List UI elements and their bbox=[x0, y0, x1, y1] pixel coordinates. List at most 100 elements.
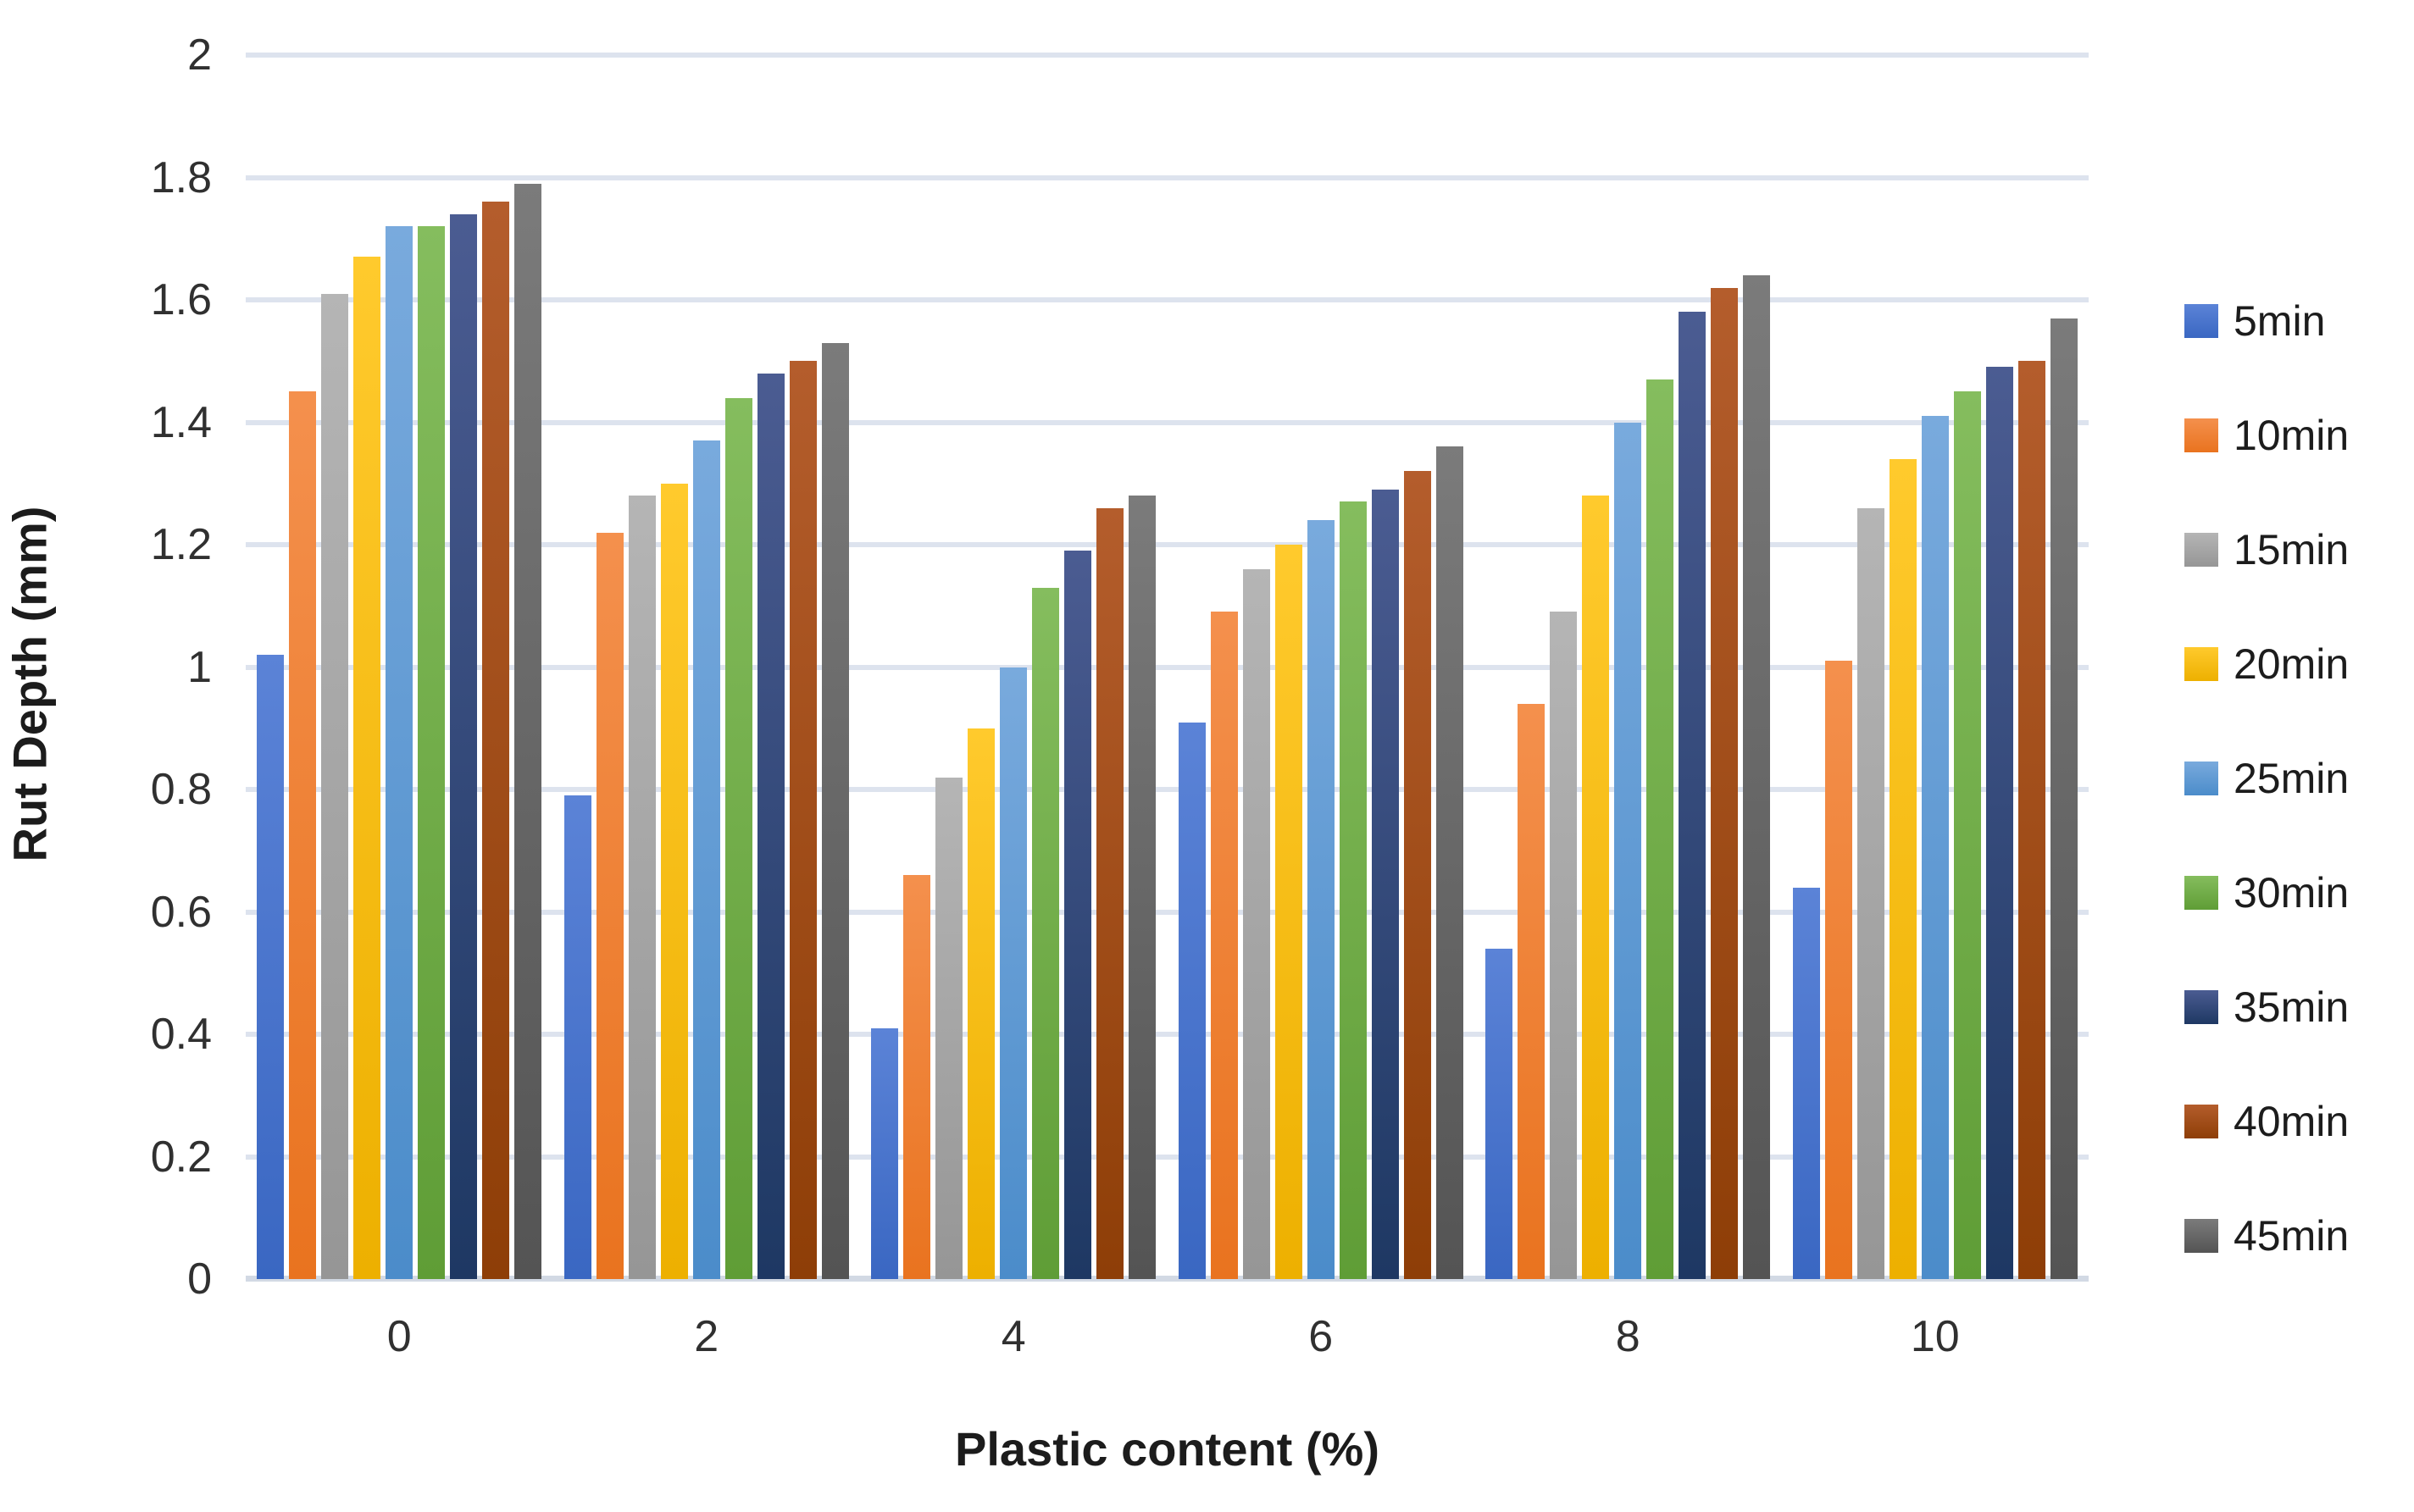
x-tick-label-10: 10 bbox=[1910, 1312, 1960, 1361]
bar-10min-at-6 bbox=[1210, 612, 1238, 1279]
legend-swatch-icon bbox=[2184, 990, 2218, 1024]
gridline bbox=[246, 174, 2089, 180]
bar-5min-at-6 bbox=[1178, 722, 1206, 1279]
legend-item-40min: 40min bbox=[2184, 1100, 2349, 1143]
legend-label: 35min bbox=[2234, 983, 2350, 1031]
gridline bbox=[246, 1032, 2089, 1037]
bar-25min-at-2 bbox=[692, 440, 720, 1279]
x-tick-label-2: 2 bbox=[694, 1312, 719, 1361]
y-tick-label-1.2: 1.2 bbox=[150, 520, 212, 569]
legend-swatch-icon bbox=[2184, 1219, 2218, 1253]
bar-group-4 bbox=[871, 496, 1157, 1279]
legend-swatch-icon bbox=[2184, 647, 2218, 681]
bar-5min-at-2 bbox=[563, 795, 591, 1279]
legend-label: 15min bbox=[2234, 526, 2350, 573]
bar-35min-at-2 bbox=[757, 373, 785, 1279]
legend-label: 30min bbox=[2234, 869, 2350, 917]
x-tick-label-6: 6 bbox=[1308, 1312, 1334, 1361]
bar-10min-at-8 bbox=[1518, 703, 1546, 1279]
bar-15min-at-4 bbox=[935, 777, 963, 1279]
bar-20min-at-8 bbox=[1582, 496, 1610, 1279]
bar-20min-at-6 bbox=[1274, 545, 1302, 1279]
bar-20min-at-2 bbox=[660, 483, 688, 1279]
bar-35min-at-0 bbox=[450, 213, 478, 1279]
y-tick-label-0: 0 bbox=[187, 1254, 212, 1304]
bar-40min-at-2 bbox=[789, 361, 817, 1279]
x-tick-label-8: 8 bbox=[1615, 1312, 1640, 1361]
bar-5min-at-4 bbox=[871, 1027, 899, 1279]
legend-label: 40min bbox=[2234, 1098, 2350, 1145]
bar-40min-at-4 bbox=[1096, 507, 1124, 1279]
bar-45min-at-4 bbox=[1129, 496, 1157, 1279]
gridline bbox=[246, 297, 2089, 302]
y-tick-label-0.2: 0.2 bbox=[150, 1132, 212, 1182]
bar-5min-at-8 bbox=[1485, 948, 1513, 1279]
bar-35min-at-8 bbox=[1679, 312, 1706, 1279]
legend-swatch-icon bbox=[2184, 418, 2218, 452]
legend-item-25min: 25min bbox=[2184, 757, 2349, 800]
bar-group-8 bbox=[1485, 275, 1771, 1279]
legend-swatch-icon bbox=[2184, 762, 2218, 795]
gridline bbox=[246, 542, 2089, 547]
bar-30min-at-0 bbox=[418, 226, 446, 1279]
bar-group-0 bbox=[257, 183, 542, 1279]
legend-swatch-icon bbox=[2184, 1105, 2218, 1138]
y-tick-label-1.4: 1.4 bbox=[150, 397, 212, 447]
bar-15min-at-10 bbox=[1856, 507, 1884, 1279]
gridline bbox=[246, 787, 2089, 792]
bar-30min-at-8 bbox=[1646, 379, 1674, 1279]
bar-10min-at-0 bbox=[289, 391, 317, 1279]
bar-30min-at-2 bbox=[724, 397, 752, 1279]
legend-label: 25min bbox=[2234, 755, 2350, 802]
legend-item-20min: 20min bbox=[2184, 640, 2350, 688]
bar-25min-at-6 bbox=[1307, 520, 1335, 1279]
bar-25min-at-0 bbox=[386, 226, 413, 1279]
bar-40min-at-6 bbox=[1403, 471, 1431, 1279]
bar-20min-at-10 bbox=[1889, 458, 1917, 1279]
bar-45min-at-2 bbox=[821, 342, 849, 1279]
y-tick-label-0.8: 0.8 bbox=[150, 765, 212, 814]
bar-40min-at-0 bbox=[482, 202, 510, 1279]
y-tick-label-1: 1 bbox=[187, 642, 212, 692]
y-tick-label-1.6: 1.6 bbox=[150, 275, 212, 324]
bar-25min-at-10 bbox=[1921, 416, 1949, 1279]
gridline bbox=[246, 1154, 2089, 1160]
legend-item-10min: 10min bbox=[2184, 414, 2349, 457]
y-tick-label-0.4: 0.4 bbox=[150, 1010, 212, 1059]
bar-15min-at-0 bbox=[321, 293, 349, 1279]
bar-10min-at-4 bbox=[903, 875, 931, 1279]
bar-45min-at-0 bbox=[514, 183, 542, 1279]
bar-40min-at-10 bbox=[2017, 361, 2045, 1279]
legend-item-15min: 15min bbox=[2184, 526, 2350, 573]
bar-40min-at-8 bbox=[1711, 287, 1739, 1279]
legend-swatch-icon bbox=[2184, 304, 2218, 338]
gridline bbox=[246, 419, 2089, 425]
y-tick-label-0.6: 0.6 bbox=[150, 887, 212, 937]
x-tick-label-4: 4 bbox=[1001, 1312, 1026, 1361]
legend: 5min 10min 15min 20min 25min 30min 35min 40min 4… bbox=[2184, 297, 2350, 1257]
bar-30min-at-4 bbox=[1032, 587, 1060, 1279]
legend-label: 5min bbox=[2234, 297, 2326, 345]
x-axis-title: Plastic content (%) bbox=[955, 1422, 1379, 1476]
bar-5min-at-0 bbox=[257, 655, 285, 1279]
y-tick-label-2: 2 bbox=[187, 30, 212, 80]
gridline bbox=[246, 53, 2089, 58]
bar-20min-at-0 bbox=[353, 257, 381, 1279]
bar-45min-at-6 bbox=[1435, 446, 1463, 1279]
bar-15min-at-8 bbox=[1550, 612, 1578, 1279]
bar-30min-at-10 bbox=[1953, 391, 1981, 1279]
gridline bbox=[246, 664, 2089, 670]
bar-45min-at-10 bbox=[2050, 318, 2078, 1279]
legend-swatch-icon bbox=[2184, 876, 2218, 910]
legend-item-30min: 30min bbox=[2184, 869, 2350, 917]
legend-label: 10min bbox=[2234, 412, 2350, 459]
bar-group-6 bbox=[1178, 446, 1463, 1279]
x-tick-label-0: 0 bbox=[386, 1312, 412, 1361]
bar-25min-at-4 bbox=[1000, 667, 1028, 1279]
legend-label: 20min bbox=[2234, 640, 2350, 688]
gridline bbox=[246, 909, 2089, 915]
bar-5min-at-10 bbox=[1792, 887, 1820, 1279]
bar-group-2 bbox=[563, 342, 849, 1279]
x-axis-line bbox=[246, 1276, 2089, 1282]
bar-15min-at-6 bbox=[1242, 568, 1270, 1279]
